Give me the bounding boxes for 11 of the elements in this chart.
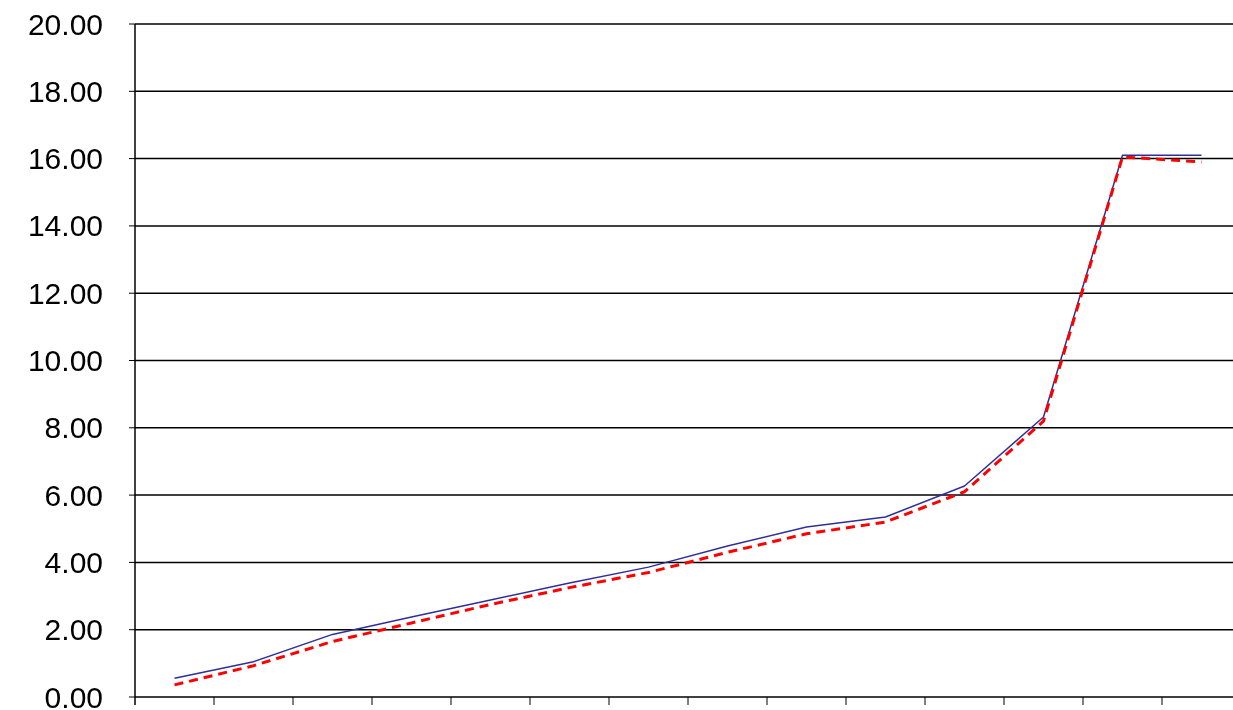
y-tick-label: 10.00 [27,344,103,377]
y-tick-label: 0.00 [44,680,103,710]
y-tick-label: 14.00 [27,209,103,243]
y-tick-label: 20.00 [27,7,103,41]
y-tick-label: 2.00 [44,613,103,647]
y-tick-label: 4.00 [44,545,103,579]
y-tick-label: 12.00 [27,276,103,310]
y-tick-label: 16.00 [27,142,103,176]
y-tick-label: 18.00 [27,74,103,108]
y-tick-label: 6.00 [44,478,103,512]
y-tick-label: 8.00 [44,411,103,445]
